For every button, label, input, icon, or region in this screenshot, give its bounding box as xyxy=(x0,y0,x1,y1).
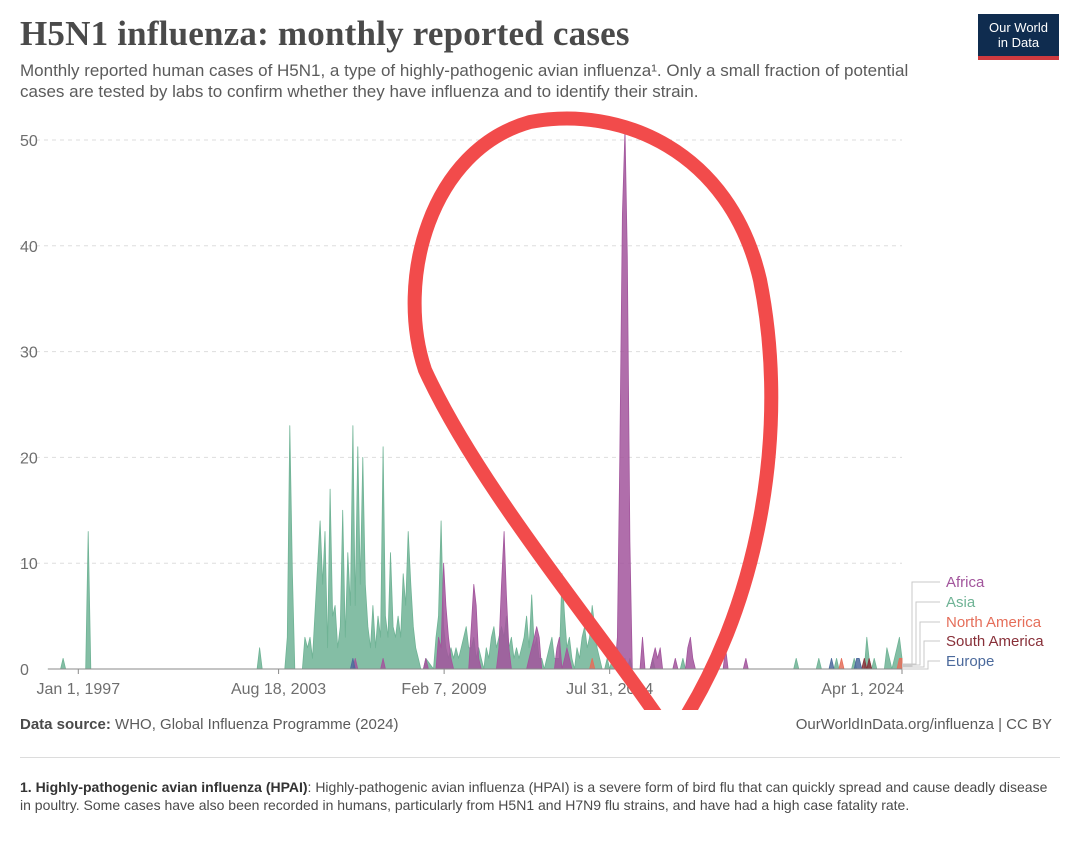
legend-leader-line xyxy=(902,601,940,665)
legend-label-africa[interactable]: Africa xyxy=(946,574,985,591)
legend-leader-line xyxy=(902,660,940,670)
footnote: 1. Highly-pathogenic avian influenza (HP… xyxy=(20,778,1050,814)
y-tick-label: 30 xyxy=(20,345,38,362)
legend-label-asia[interactable]: Asia xyxy=(946,594,976,611)
data-source: Data source: WHO, Global Influenza Progr… xyxy=(20,716,399,733)
x-tick-label: Feb 7, 2009 xyxy=(401,681,487,698)
logo-line-2: in Data xyxy=(997,35,1040,50)
logo-line-1: Our World xyxy=(989,20,1048,35)
legend-label-europe[interactable]: Europe xyxy=(946,653,994,670)
area-chart: 0 10 20 30 40 50 Jan 1, 1997 Aug 18, 2003 Feb 7,… xyxy=(20,111,1044,710)
owid-logo[interactable]: Our World in Data xyxy=(978,14,1059,60)
series-area-africa[interactable] xyxy=(347,129,749,670)
chart-title: H5N1 influenza: monthly reported cases xyxy=(20,14,630,53)
series-area-asia[interactable] xyxy=(47,425,903,670)
data-source-label: Data source: xyxy=(20,716,111,733)
x-tick-label: Aug 18, 2003 xyxy=(231,681,326,698)
y-tick-label: 40 xyxy=(20,239,38,256)
legend-leader-line xyxy=(902,621,940,666)
x-tick-label: Apr 1, 2024 xyxy=(821,681,904,698)
legend-label-south-america[interactable]: South America xyxy=(946,633,1044,650)
y-tick-label: 50 xyxy=(20,133,38,150)
legend-leader-line xyxy=(902,640,940,668)
y-tick-label: 0 xyxy=(20,662,29,679)
chart-subtitle: Monthly reported human cases of H5N1, a … xyxy=(20,61,909,101)
annotation-circle xyxy=(407,111,779,710)
credit-link[interactable]: OurWorldInData.org/influenza | CC BY xyxy=(795,716,1052,733)
divider xyxy=(20,757,1060,758)
legend-leader-line xyxy=(902,581,940,667)
footnote-text: : Highly-pathogenic avian influenza (HPA… xyxy=(20,779,1048,813)
data-source-text[interactable]: WHO, Global Influenza Programme (2024) xyxy=(115,716,399,733)
legend-label-north-america[interactable]: North America xyxy=(946,614,1042,631)
y-tick-label: 20 xyxy=(20,450,38,467)
footnote-label: 1. Highly-pathogenic avian influenza (HP… xyxy=(20,779,308,795)
x-tick-label: Jan 1, 1997 xyxy=(36,681,120,698)
y-tick-label: 10 xyxy=(20,556,38,573)
